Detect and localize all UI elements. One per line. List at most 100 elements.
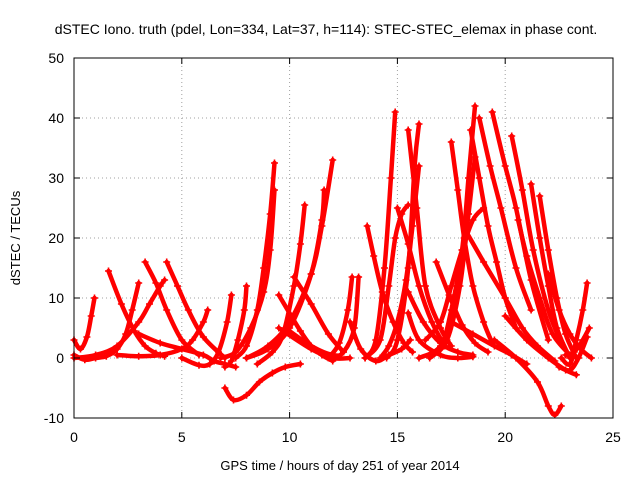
data-point — [557, 402, 565, 410]
data-point — [544, 354, 552, 362]
data-point — [415, 120, 423, 128]
data-point — [460, 234, 468, 242]
data-point — [471, 102, 479, 110]
data-point — [447, 282, 455, 290]
data-point — [217, 354, 225, 362]
series-1 — [70, 294, 98, 353]
data-point — [255, 378, 263, 386]
data-point — [161, 276, 169, 284]
data-point — [570, 348, 578, 356]
data-point — [141, 258, 149, 266]
data-point — [320, 186, 328, 194]
data-point — [221, 363, 229, 371]
data-point — [275, 324, 283, 332]
x-axis-label: GPS time / hours of day 251 of year 2014 — [220, 458, 459, 473]
data-point — [536, 234, 544, 242]
data-point — [534, 378, 541, 386]
data-point — [91, 294, 98, 302]
data-point — [544, 402, 552, 410]
series-line — [71, 295, 97, 352]
data-point — [447, 318, 455, 326]
data-point — [232, 363, 240, 371]
data-point — [227, 357, 235, 365]
y-tick-labels: -10 0 10 20 30 40 50 — [44, 50, 64, 426]
data-point — [398, 345, 406, 353]
data-point — [387, 174, 395, 182]
x-tick-labels: 0 5 10 15 20 25 — [70, 429, 621, 445]
data-point — [152, 279, 160, 287]
series-line — [164, 259, 228, 361]
data-point — [493, 258, 501, 266]
data-point — [555, 363, 563, 371]
data-point — [555, 306, 563, 314]
data-point — [469, 353, 477, 361]
data-point — [413, 204, 421, 212]
data-point — [415, 354, 423, 362]
y-axis-label: dSTEC / TECUs — [8, 190, 23, 285]
data-point — [296, 360, 304, 368]
data-point — [117, 300, 125, 308]
data-point — [113, 351, 121, 359]
data-point — [383, 354, 391, 362]
data-point — [271, 186, 278, 194]
y-tick-label: 0 — [56, 350, 64, 366]
data-point — [514, 216, 522, 224]
series-12 — [232, 159, 278, 362]
y-tick-label: 10 — [48, 290, 64, 306]
data-point — [227, 291, 235, 299]
series-9 — [178, 291, 235, 369]
data-point — [363, 222, 371, 230]
data-point — [579, 336, 587, 344]
data-point — [566, 360, 574, 368]
data-point — [204, 306, 212, 314]
data-point — [199, 318, 207, 326]
data-point — [404, 288, 412, 296]
data-point — [544, 270, 552, 278]
data-point — [296, 327, 304, 335]
data-point — [480, 258, 488, 266]
data-point — [456, 282, 464, 290]
data-point — [346, 318, 354, 326]
x-tick-label: 25 — [605, 429, 621, 445]
data-point — [428, 318, 436, 326]
data-point — [421, 282, 429, 290]
series-10 — [221, 282, 250, 371]
data-point — [361, 354, 369, 362]
series-11 — [221, 360, 304, 404]
series-34 — [421, 204, 488, 344]
series-27 — [383, 120, 423, 362]
data-point — [355, 273, 363, 281]
data-point — [346, 354, 354, 362]
y-tick-label: 30 — [48, 170, 64, 186]
data-point — [536, 294, 544, 302]
data-point — [113, 342, 121, 350]
data-point — [372, 357, 380, 365]
data-point — [415, 282, 423, 290]
x-tick-label: 0 — [70, 429, 78, 445]
data-point — [232, 354, 240, 362]
data-point — [572, 371, 580, 379]
data-point — [290, 282, 298, 290]
data-point — [370, 252, 378, 260]
series-line — [556, 334, 590, 373]
y-tick-label: -10 — [44, 410, 64, 426]
series-16 — [243, 186, 328, 362]
data-point — [275, 291, 283, 299]
data-point — [406, 336, 414, 344]
y-tick-label: 50 — [48, 50, 64, 66]
data-point — [243, 354, 250, 362]
series-line — [563, 325, 592, 358]
data-point — [391, 234, 399, 242]
data-point — [243, 282, 250, 290]
data-point — [512, 204, 520, 212]
data-point — [174, 282, 181, 290]
data-point — [146, 300, 153, 308]
data-point — [281, 324, 289, 332]
data-point — [484, 348, 492, 356]
y-tick-label: 20 — [48, 230, 64, 246]
data-point — [178, 336, 186, 344]
data-point — [234, 336, 242, 344]
data-point — [141, 342, 149, 350]
data-point — [497, 204, 505, 212]
data-point — [296, 240, 304, 248]
